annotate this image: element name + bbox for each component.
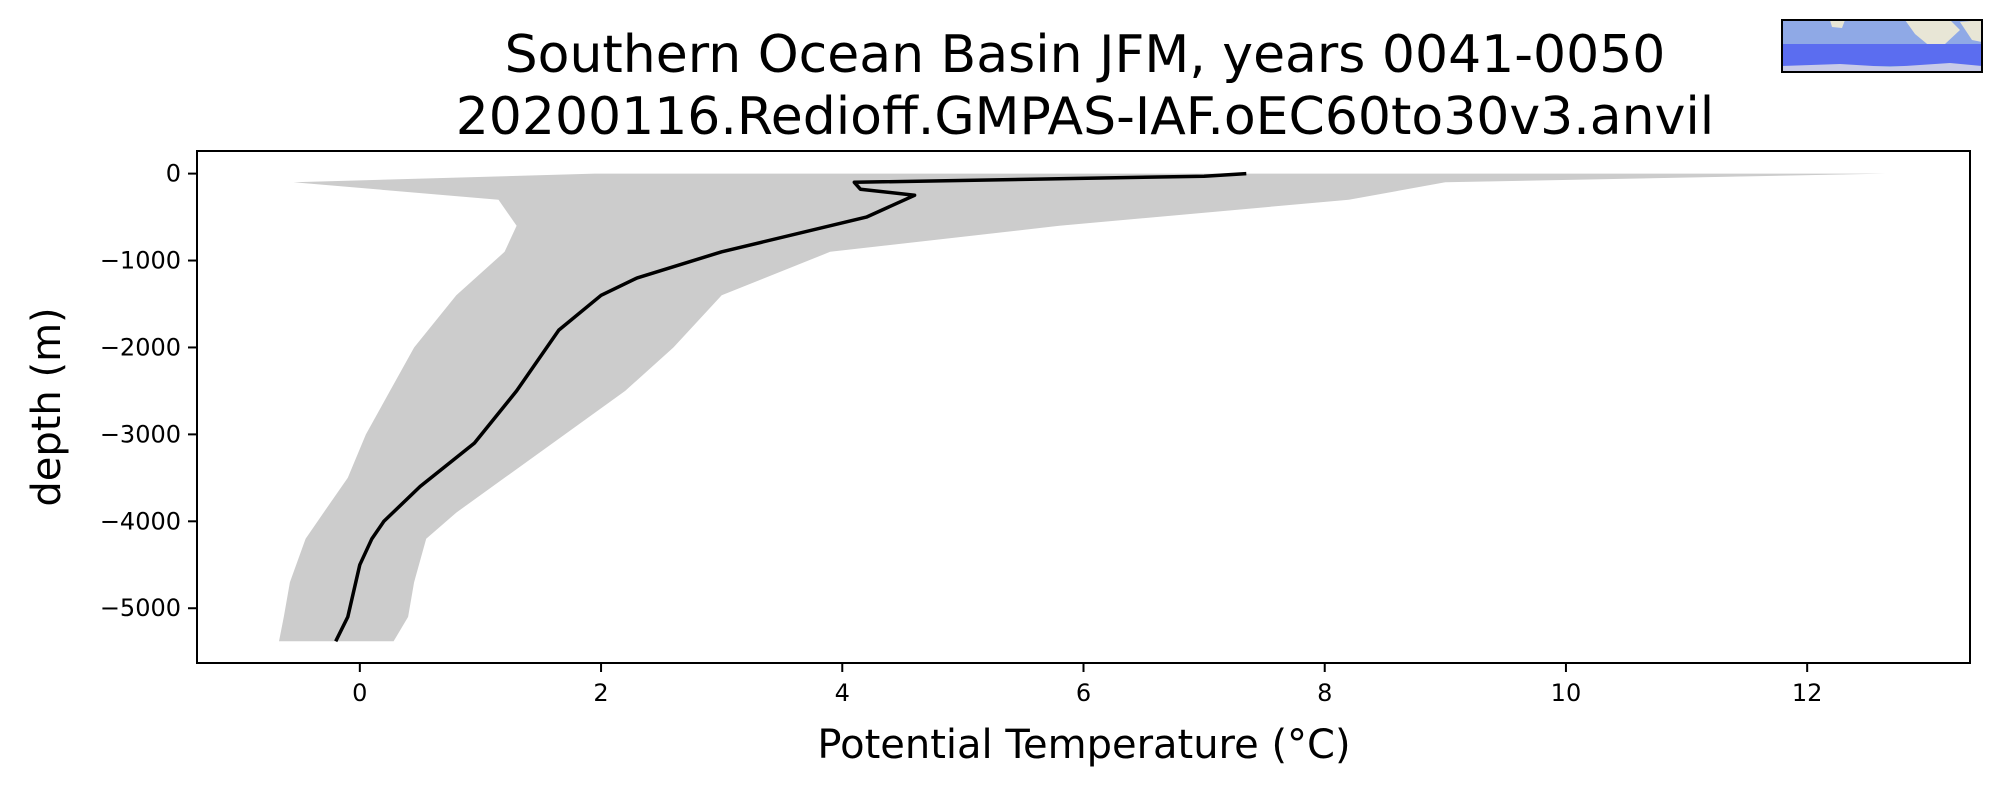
- chart-subtitle: 20200116.Redioff.GMPAS-IAF.oEC60to30v3.a…: [456, 87, 1715, 147]
- inset-map-continent-australia: [1830, 20, 1845, 28]
- y-tick-label: −1000: [100, 247, 181, 275]
- y-axis-ticks: 0 −1000 −2000 −3000 −4000 −5000: [100, 160, 197, 622]
- x-tick-label: 0: [352, 679, 367, 707]
- y-tick-label: −4000: [100, 507, 181, 535]
- inset-map-continent-africa: [1905, 20, 1960, 48]
- inset-map-continent-south-america: [1960, 20, 1982, 42]
- inset-map-frame: [1781, 19, 1983, 73]
- y-tick-label: −5000: [100, 594, 181, 622]
- mean-temperature-line: [334, 171, 1247, 643]
- x-tick-label: 2: [593, 679, 608, 707]
- x-tick-label: 12: [1792, 679, 1823, 707]
- x-tick-label: 4: [835, 679, 850, 707]
- x-tick-label: 10: [1551, 679, 1582, 707]
- x-axis-label: Potential Temperature (°C): [817, 722, 1350, 768]
- inset-map-region-highlight: [1782, 44, 1982, 66]
- y-tick-label: −3000: [100, 420, 181, 448]
- y-tick-label: −2000: [100, 333, 181, 361]
- inset-map: [1781, 19, 1983, 73]
- y-tick-label: 0: [166, 160, 181, 188]
- plot-area: [279, 171, 1886, 643]
- temperature-range-band: [279, 173, 1886, 642]
- y-axis-label: depth (m): [24, 307, 70, 506]
- x-tick-label: 8: [1317, 679, 1332, 707]
- x-axis-ticks: 0 2 4 6 8 10 12: [352, 663, 1822, 707]
- chart-title: Southern Ocean Basin JFM, years 0041-005…: [505, 25, 1666, 85]
- inset-map-antarctica: [1782, 63, 1982, 72]
- x-tick-label: 6: [1076, 679, 1091, 707]
